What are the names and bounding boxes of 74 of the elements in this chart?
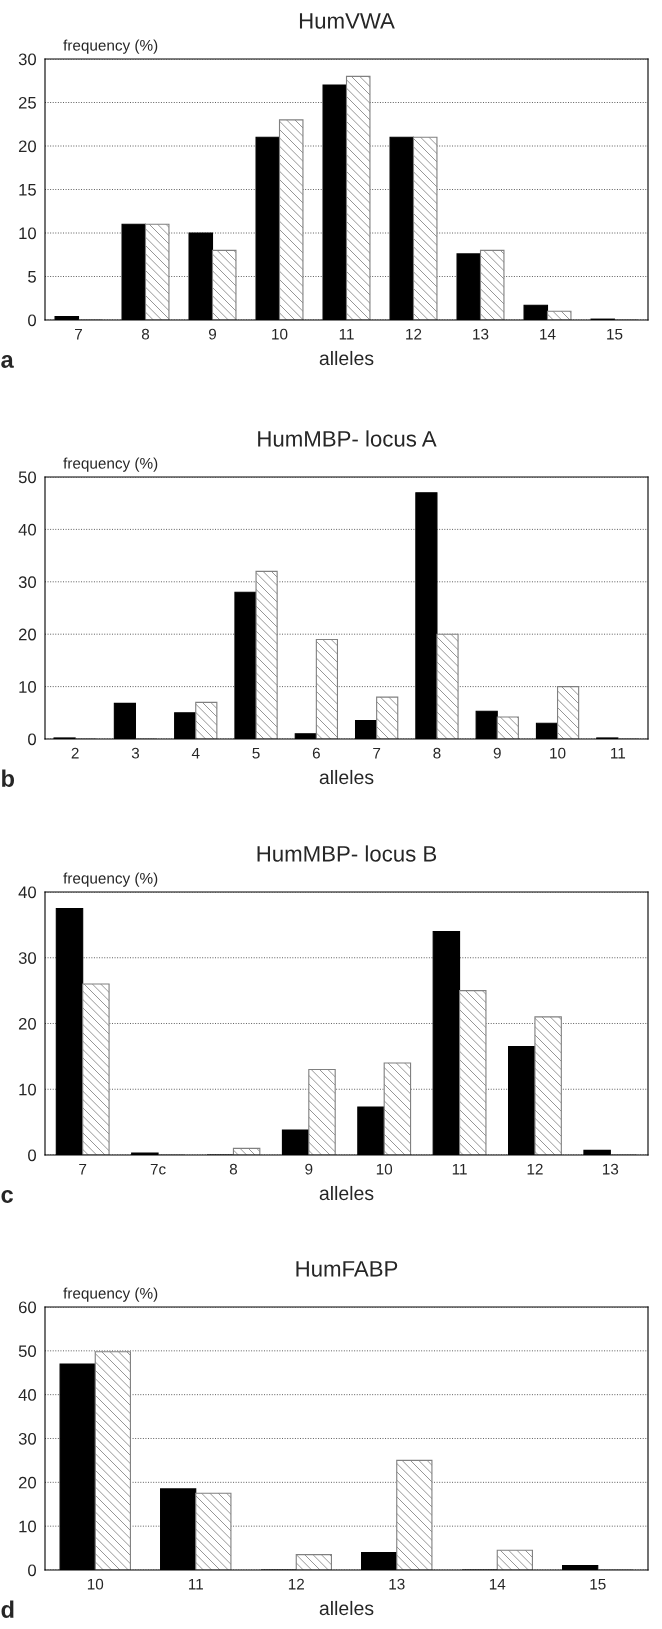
y-tick-label: 50 (18, 471, 37, 484)
x-tick-label: 10 (272, 328, 288, 340)
x-tick-label: 12 (406, 328, 422, 340)
x-axis-title: alleles (319, 1600, 374, 1616)
y-axis-title: frequency (%) (63, 872, 158, 887)
y-axis-title: frequency (%) (63, 1287, 158, 1302)
chart-title: HumFABP (296, 1261, 398, 1277)
y-tick-label: 10 (19, 1083, 37, 1096)
y-tick-label: 20 (18, 1476, 37, 1489)
x-tick-label: 8 (229, 1163, 238, 1175)
x-tick-label: 10 (87, 1578, 104, 1590)
y-tick-label: 0 (28, 1564, 37, 1577)
y-tick-label: 10 (19, 1520, 37, 1533)
chart-title: HumVWA (299, 13, 395, 29)
y-tick-label: 25 (18, 96, 36, 109)
x-tick-label: 15 (590, 1578, 606, 1590)
x-tick-label: 15 (607, 328, 623, 340)
x-tick-label: 13 (473, 328, 489, 340)
y-tick-label: 0 (28, 1149, 37, 1162)
y-tick-label: 40 (18, 523, 37, 536)
chart-title: HumMBP- locus B (257, 845, 437, 862)
x-tick-label: 5 (252, 747, 260, 759)
x-tick-label: 9 (208, 328, 217, 340)
y-tick-label: 5 (28, 271, 36, 283)
x-tick-label: 13 (389, 1578, 405, 1590)
x-axis-title: alleles (319, 350, 374, 366)
y-tick-label: 0 (28, 733, 37, 746)
y-tick-label: 10 (19, 227, 37, 240)
x-tick-label: 10 (550, 747, 566, 759)
x-tick-label: 12 (527, 1163, 543, 1175)
x-tick-label: 2 (71, 747, 79, 759)
x-tick-label: 13 (602, 1163, 619, 1175)
text: d (1, 1600, 14, 1618)
y-tick-label: 60 (18, 1301, 37, 1314)
x-tick-label: 9 (305, 1163, 313, 1175)
x-tick-label: 11 (611, 747, 626, 759)
y-tick-label: 30 (18, 952, 37, 964)
x-tick-label: 14 (540, 328, 556, 340)
y-tick-label: 30 (18, 1432, 37, 1445)
y-tick-label: 20 (18, 140, 37, 153)
y-axis-title: frequency (%) (63, 39, 158, 54)
y-tick-label: 0 (28, 314, 37, 327)
y-tick-label: 40 (18, 886, 37, 899)
x-tick-label: 7 (79, 1163, 87, 1175)
y-tick-label: 50 (18, 1345, 37, 1358)
y-tick-label: 20 (18, 1017, 37, 1030)
y-tick-label: 10 (19, 681, 37, 693)
x-axis-title: alleles (319, 1185, 374, 1201)
x-tick-label: 11 (452, 1163, 467, 1175)
x-tick-label: 6 (312, 747, 320, 759)
chart-title: HumMBP- locus A (258, 430, 437, 447)
x-tick-label: 9 (493, 747, 501, 759)
text: b (2, 769, 15, 787)
y-tick-label: 15 (19, 184, 36, 196)
x-tick-label: 14 (489, 1578, 506, 1590)
y-tick-label: 40 (18, 1389, 37, 1401)
text: c (1, 1189, 13, 1203)
x-tick-label: 7 (75, 328, 82, 340)
x-tick-label: 3 (131, 747, 140, 759)
x-tick-label: 7 (373, 747, 381, 759)
y-tick-label: 20 (18, 628, 37, 641)
x-tick-label: 11 (188, 1578, 203, 1590)
x-tick-label: 4 (191, 747, 200, 759)
x-tick-label: 11 (339, 328, 354, 340)
x-tick-label: 12 (288, 1578, 304, 1590)
y-tick-label: 30 (18, 53, 37, 66)
x-tick-label: 8 (433, 747, 441, 759)
x-tick-label: 7c (150, 1163, 166, 1175)
text: a (1, 354, 14, 368)
x-axis-title: alleles (319, 769, 374, 785)
y-tick-label: 30 (18, 576, 37, 588)
y-axis-title: frequency (%) (63, 457, 158, 472)
x-tick-label: 10 (376, 1163, 393, 1175)
x-tick-label: 8 (141, 328, 150, 340)
